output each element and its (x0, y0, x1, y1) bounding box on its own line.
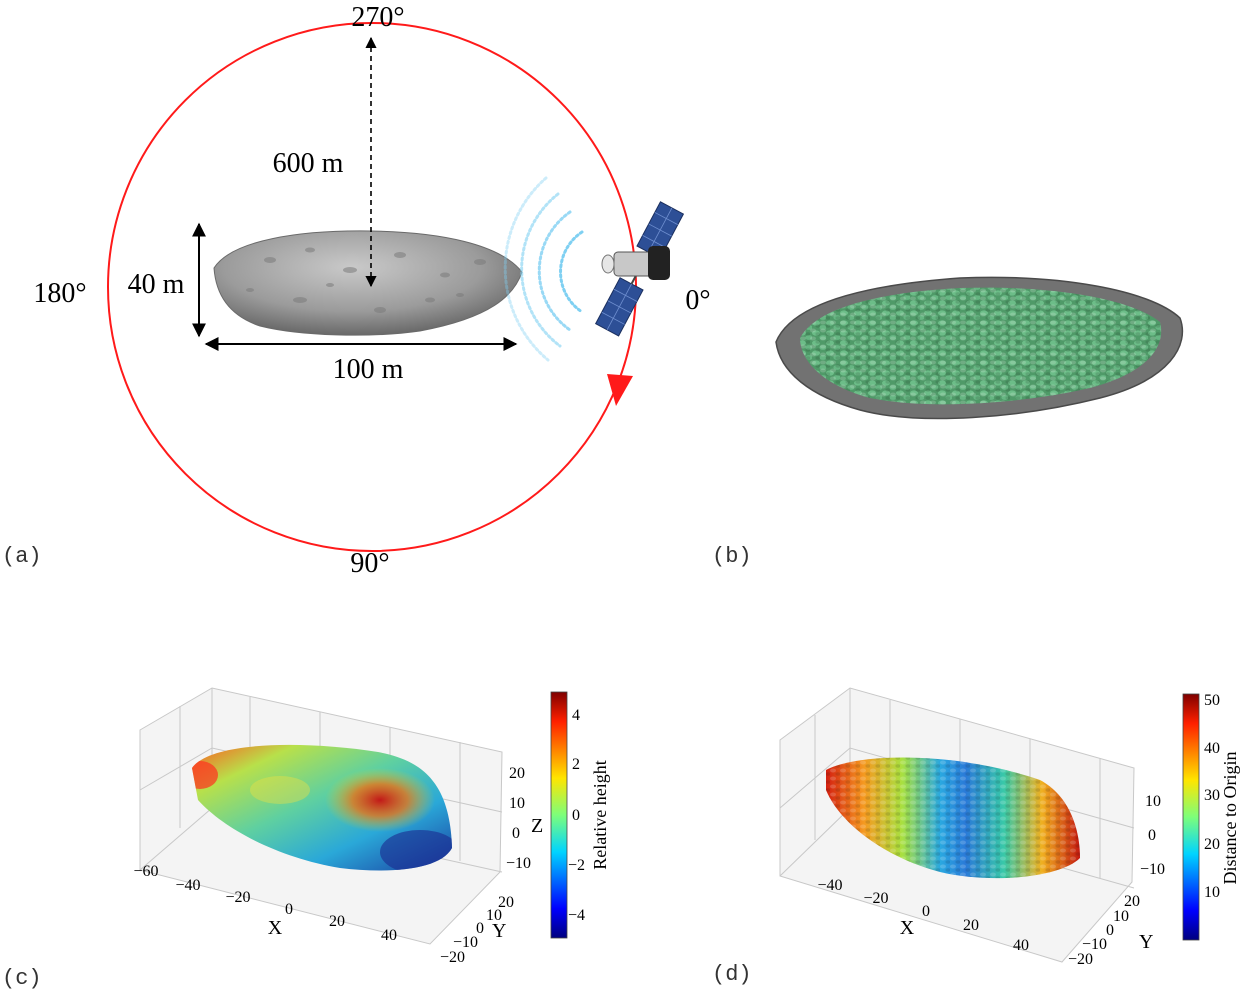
panel-d-colorbar: 50 40 30 20 10 Distance to Origin (1182, 692, 1240, 941)
svg-text:−20: −20 (225, 889, 250, 906)
angle-180-label: 180° (33, 278, 86, 309)
asteroid-craters (246, 247, 486, 313)
panel-c-colorbar-tick: −4 (568, 907, 585, 924)
panel-d: −40 −20 0 20 40 X 20 10 0 −10 −20 Y 10 0… (712, 687, 1240, 987)
svg-text:20: 20 (498, 894, 514, 911)
panel-c-colorbar-bar (550, 691, 568, 939)
panel-b-label: (b) (712, 544, 752, 569)
svg-text:20: 20 (963, 917, 979, 934)
radius-label: 600 m (273, 148, 344, 179)
panel-c: −60 −40 −20 0 20 40 X 20 10 0 −10 −20 Y … (2, 687, 610, 991)
panel-c-colorbar-tick: −2 (568, 857, 585, 874)
panel-c-y-axis-label: Y (492, 920, 506, 942)
panel-c-colorbar-tick: 2 (572, 756, 580, 773)
panel-d-label: (d) (712, 962, 752, 987)
svg-text:0: 0 (1106, 922, 1114, 939)
panel-d-colorbar-label: Distance to Origin (1220, 752, 1240, 885)
width-label: 100 m (333, 354, 404, 385)
svg-text:−40: −40 (175, 877, 200, 894)
svg-text:20: 20 (509, 765, 525, 782)
panel-c-label: (c) (2, 966, 42, 991)
panel-d-z-ticks: 10 0 −10 (1140, 793, 1165, 878)
angle-0-label: 0° (685, 285, 710, 316)
angle-270-label: 270° (351, 2, 404, 33)
panel-d-colorbar-tick: 40 (1204, 740, 1220, 757)
boulder-texture (800, 287, 1162, 405)
svg-text:−40: −40 (817, 877, 842, 894)
svg-text:−10: −10 (506, 855, 531, 872)
svg-text:−20: −20 (863, 890, 888, 907)
svg-text:10: 10 (1145, 793, 1161, 810)
height-label: 40 m (128, 269, 185, 300)
panel-c-colorbar-tick: 4 (572, 707, 580, 724)
panel-d-x-ticks: −40 −20 0 20 40 (817, 877, 1029, 954)
panel-c-z-ticks: 20 10 0 −10 (506, 765, 531, 872)
panel-a-label: (a) (2, 544, 42, 569)
svg-text:40: 40 (381, 927, 397, 944)
svg-text:20: 20 (1124, 893, 1140, 910)
panel-c-y-ticks: 20 10 0 −10 −20 (440, 894, 514, 966)
svg-text:0: 0 (476, 920, 484, 937)
svg-text:−10: −10 (453, 934, 478, 951)
panel-c-colorbar-tick: 0 (572, 807, 580, 824)
satellite-icon (594, 201, 685, 337)
svg-text:0: 0 (512, 825, 520, 842)
panel-c-x-axis-label: X (268, 917, 283, 939)
svg-text:0: 0 (922, 903, 930, 920)
panel-c-colorbar-label: Relative height (590, 760, 610, 869)
panel-d-y-axis-label: Y (1139, 931, 1153, 953)
panel-a: 270° 90° 180° 0° 600 m 40 m 100 m (2, 2, 711, 579)
svg-text:40: 40 (1013, 937, 1029, 954)
svg-text:−20: −20 (1068, 951, 1093, 968)
panel-d-colorbar-tick: 20 (1204, 836, 1220, 853)
svg-text:0: 0 (1148, 827, 1156, 844)
svg-text:10: 10 (509, 795, 525, 812)
panel-c-colorbar: 4 2 0 −2 −4 Relative height (550, 691, 610, 939)
panel-d-x-axis-label: X (900, 917, 915, 939)
panel-d-colorbar-tick: 50 (1204, 692, 1220, 709)
svg-text:10: 10 (1113, 908, 1129, 925)
distance-surface-texture (826, 757, 1080, 879)
panel-b: (b) (712, 276, 1184, 569)
radar-waves-icon (503, 176, 584, 362)
asteroid-shape (213, 230, 523, 336)
orbit-direction-arrow (607, 374, 633, 406)
panel-d-colorbar-tick: 30 (1204, 787, 1220, 804)
svg-text:20: 20 (329, 913, 345, 930)
svg-text:−10: −10 (1140, 861, 1165, 878)
panel-c-x-ticks: −60 −40 −20 0 20 40 (133, 863, 397, 944)
svg-text:−20: −20 (440, 949, 465, 966)
angle-90-label: 90° (350, 548, 389, 579)
svg-text:−60: −60 (133, 863, 158, 880)
panel-d-colorbar-tick: 10 (1204, 884, 1220, 901)
svg-text:−10: −10 (1082, 936, 1107, 953)
panel-c-z-axis-label: Z (531, 815, 543, 837)
panel-d-y-ticks: 20 10 0 −10 −20 (1068, 893, 1140, 968)
svg-text:10: 10 (486, 907, 502, 924)
panel-d-colorbar-bar (1182, 693, 1200, 941)
svg-text:0: 0 (285, 901, 293, 918)
